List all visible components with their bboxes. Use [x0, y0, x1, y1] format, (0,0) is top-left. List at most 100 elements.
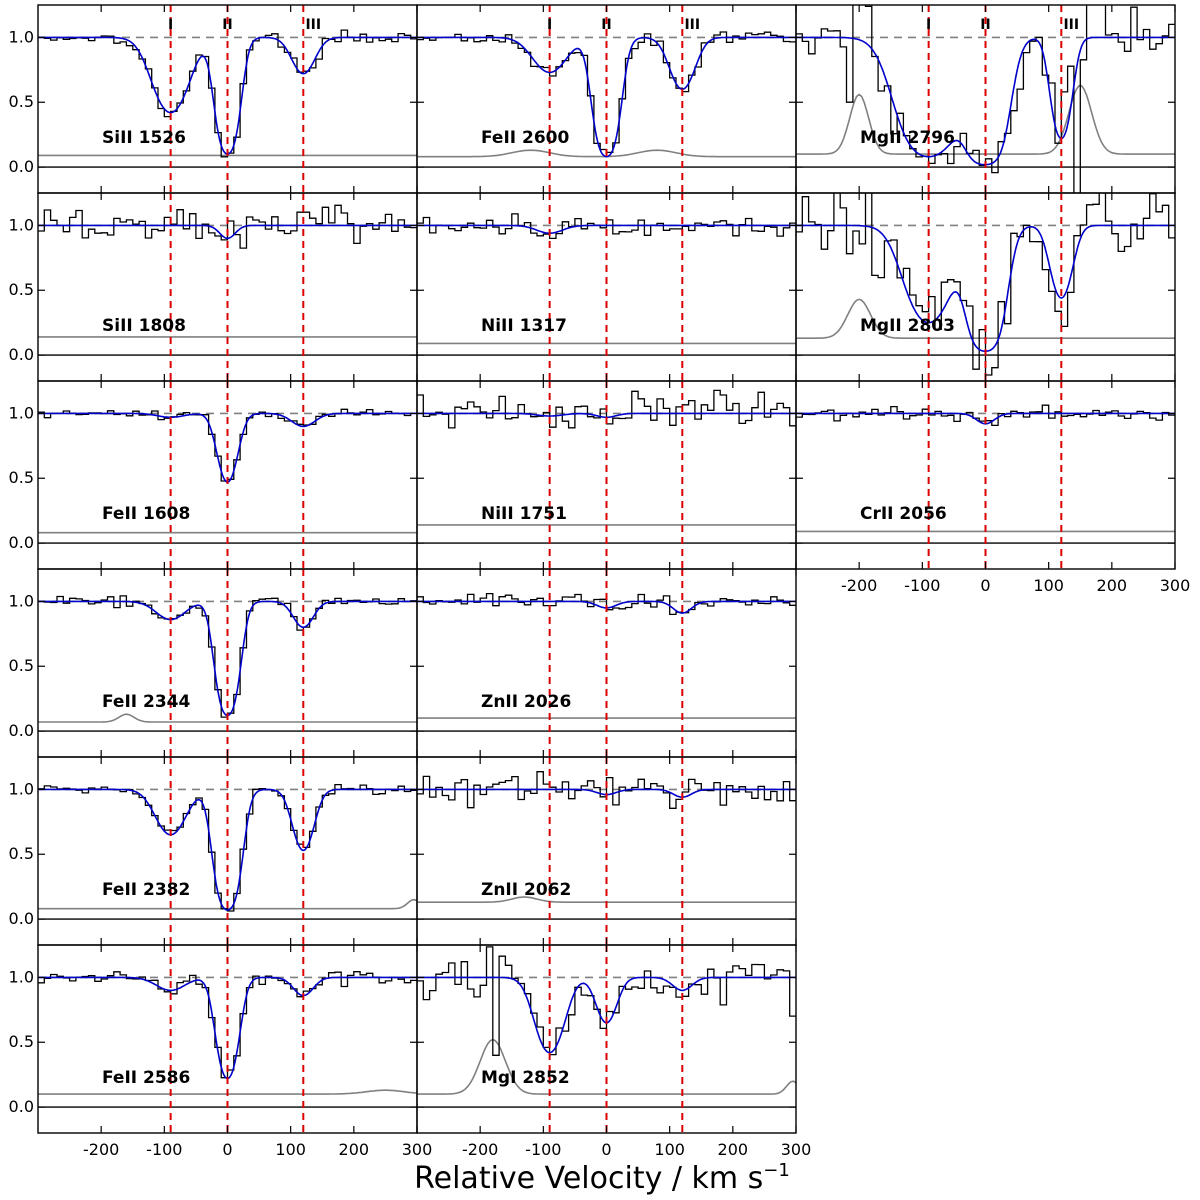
ion-label: SiII 1526: [102, 128, 186, 148]
x-axis-label-text: Relative Velocity / km s: [414, 1161, 763, 1196]
x-tick-label: -200: [83, 1140, 119, 1159]
ion-label: FeII 2600: [481, 128, 570, 148]
panel-siii-1808: SiII 1808 0.0 0.5 1.0: [9, 192, 418, 382]
ion-label: SiII 1808: [102, 316, 186, 336]
panel-plot-area: [38, 569, 417, 757]
panel-plot-area: [417, 381, 796, 569]
x-tick-label: 0: [222, 1140, 232, 1159]
x-tick-label: 300: [1160, 576, 1191, 595]
panel-feii-2586: FeII 2586 0.0 0.5 1.0 -200 -100 0 100 200 300: [9, 944, 433, 1159]
y-tick-label: 0.0: [9, 533, 34, 552]
x-tick-label: 100: [654, 1140, 685, 1159]
panel-feii-2382: FeII 2382 0.0 0.5 1.0: [9, 756, 418, 946]
model-fit: [38, 788, 417, 911]
panel-plot-area: [417, 757, 796, 945]
x-tick-label: 200: [718, 1140, 749, 1159]
data-spectrum: [417, 213, 796, 240]
x-tick-label: -100: [146, 1140, 182, 1159]
x-tick-label: -200: [841, 576, 877, 595]
y-tick-label: 0.5: [9, 468, 34, 487]
panel-znii-2026: ZnII 2026: [416, 568, 797, 758]
panel-niii-1317: NiII 1317: [416, 192, 797, 382]
y-tick-label: 0.0: [9, 721, 34, 740]
component-label: I: [547, 17, 552, 33]
panel-feii-1608: FeII 1608 0.0 0.5 1.0: [9, 380, 418, 570]
ion-label: MgI 2852: [481, 1068, 570, 1088]
component-label: II: [980, 17, 990, 33]
y-tick-label: 0.0: [9, 157, 34, 176]
panel-feii-2344: FeII 2344 0.0 0.5 1.0: [9, 568, 418, 758]
model-fit: [417, 224, 796, 234]
ion-label: FeII 2586: [102, 1068, 190, 1088]
panel-crii-2056: CrII 2056 -200 -100 0 100 200 300: [795, 380, 1191, 595]
ion-label: NiII 1751: [481, 504, 567, 524]
y-tick-label: 0.0: [9, 345, 34, 364]
y-tick-label: 0.5: [9, 1032, 34, 1051]
y-tick-label: 0.0: [9, 909, 34, 928]
x-tick-label: 100: [1033, 576, 1064, 595]
model-fit: [417, 36, 796, 158]
panel-plot-area: [796, 381, 1175, 569]
x-tick-label: 0: [980, 576, 990, 595]
component-label: II: [601, 17, 611, 33]
y-tick-label: 0.5: [9, 92, 34, 111]
panel-plot-area: [38, 945, 417, 1133]
component-label: I: [926, 17, 931, 33]
y-tick-label: 1.0: [9, 403, 34, 422]
error-spectrum: [38, 713, 417, 723]
panel-plot-area: [417, 569, 796, 757]
x-tick-label: 200: [339, 1140, 370, 1159]
y-tick-label: 1.0: [9, 27, 34, 46]
x-tick-label: -100: [525, 1140, 561, 1159]
ion-label: ZnII 2062: [481, 880, 571, 900]
panel-plot-area: [38, 5, 417, 193]
panel-plot-area: [38, 381, 417, 569]
x-tick-label: 0: [601, 1140, 611, 1159]
y-tick-label: 0.5: [9, 656, 34, 675]
y-tick-label: 1.0: [9, 591, 34, 610]
x-tick-label: -200: [462, 1140, 498, 1159]
ion-label: MgII 2796: [860, 128, 955, 148]
y-tick-label: 0.0: [9, 1097, 34, 1116]
x-tick-label: 300: [402, 1140, 433, 1159]
data-spectrum: [796, 193, 1175, 376]
y-tick-label: 1.0: [9, 215, 34, 234]
x-tick-label: 200: [1097, 576, 1128, 595]
x-axis-label: Relative Velocity / km s−1: [414, 1160, 790, 1196]
ion-label: NiII 1317: [481, 316, 567, 336]
x-tick-label: -100: [904, 576, 940, 595]
data-spectrum: [38, 204, 417, 249]
panel-plot-area: [38, 757, 417, 945]
component-label: III: [684, 17, 700, 33]
y-tick-label: 0.5: [9, 844, 34, 863]
x-tick-label: 300: [781, 1140, 812, 1159]
y-tick-label: 0.5: [9, 280, 34, 299]
component-label: I: [168, 17, 173, 33]
x-axis-label-exponent: −1: [763, 1160, 790, 1181]
y-tick-label: 1.0: [9, 779, 34, 798]
data-spectrum: [38, 971, 417, 1079]
panel-mgi-2852: MgI 2852 -200 -100 0 100 200 300: [416, 944, 812, 1159]
ion-label: MgII 2803: [860, 316, 955, 336]
panel-plot-area: [796, 5, 1175, 193]
panel-plot-area: [38, 193, 417, 381]
data-spectrum: [417, 389, 796, 429]
model-fit: [38, 224, 417, 240]
panel-plot-area: [417, 5, 796, 193]
component-label: II: [222, 17, 232, 33]
ion-label: ZnII 2026: [481, 692, 571, 712]
ion-label: CrII 2056: [860, 504, 947, 524]
ion-label: FeII 2382: [102, 880, 190, 900]
ion-label: FeII 2344: [102, 692, 191, 712]
component-label: III: [305, 17, 321, 33]
x-tick-label: 100: [275, 1140, 306, 1159]
panel-plot-area: [417, 193, 796, 381]
panel-niii-1751: NiII 1751: [416, 380, 797, 570]
panel-znii-2062: ZnII 2062: [416, 756, 797, 946]
panel-plot-area: [417, 945, 796, 1133]
